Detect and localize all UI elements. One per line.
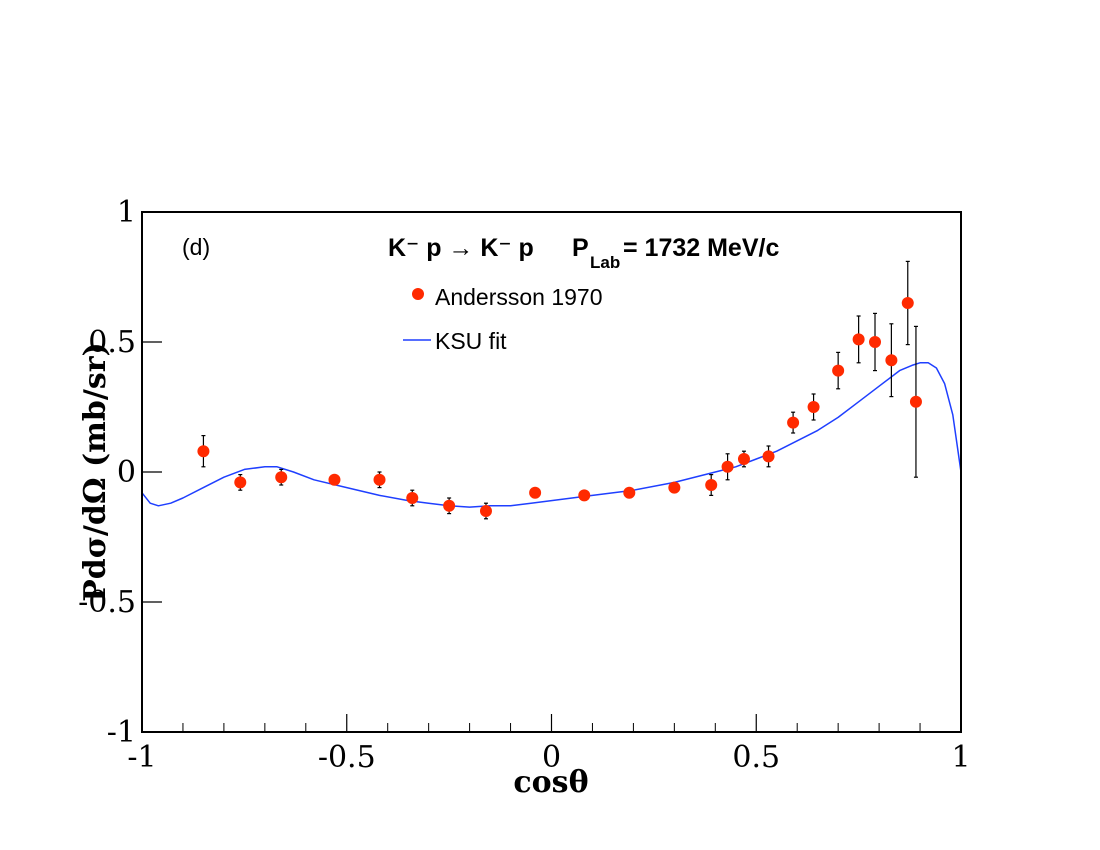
x-axis-title: cosθ <box>513 765 588 800</box>
y-axis-title: Pdσ/dΩ (mb/sr) <box>78 342 113 602</box>
data-point <box>901 297 914 309</box>
x-tick-label: -1 <box>127 740 156 775</box>
data-point <box>885 354 898 367</box>
x-tick-label: 1 <box>951 740 970 775</box>
data-point <box>443 499 456 512</box>
data-point <box>832 364 845 377</box>
data-point <box>668 481 681 494</box>
data-point <box>705 479 718 491</box>
data-point <box>479 505 492 517</box>
data-point <box>852 333 865 346</box>
y-tick-label: 0 <box>117 455 136 490</box>
legend-label-andersson: Andersson 1970 <box>435 284 603 310</box>
data-point <box>529 486 542 499</box>
y-tick-label: 1 <box>117 195 136 230</box>
y-tick-label: 0.5 <box>88 325 136 360</box>
panel-label: (d) <box>182 234 210 260</box>
data-point <box>762 450 775 463</box>
points-layer <box>197 260 922 520</box>
data-point <box>578 489 591 502</box>
data-point <box>623 486 636 499</box>
beam-subscript: Lab <box>590 253 620 272</box>
y-tick-label: -1 <box>107 715 136 750</box>
legend-label-ksu: KSU fit <box>435 328 507 354</box>
data-point <box>373 473 386 486</box>
fit-layer <box>141 362 962 508</box>
reaction-text: K⁻ p → K⁻ p <box>388 234 534 262</box>
data-point <box>721 460 734 473</box>
data-point <box>807 401 820 413</box>
data-point <box>328 473 341 486</box>
data-point <box>869 336 882 348</box>
data-point <box>406 492 419 504</box>
beam-symbol: P <box>572 234 589 262</box>
data-point <box>197 445 210 458</box>
data-point <box>909 395 922 408</box>
x-tick-label: 0.5 <box>732 740 780 775</box>
data-point <box>234 476 247 489</box>
ksu-fit-line <box>141 362 962 508</box>
data-point <box>787 416 800 429</box>
beam-momentum: = 1732 MeV/c <box>623 234 779 262</box>
legend-marker-andersson <box>412 288 424 300</box>
data-point <box>275 471 288 484</box>
data-point <box>737 453 750 465</box>
y-tick-label: -0.5 <box>78 585 136 620</box>
x-tick-label: 0 <box>542 740 561 775</box>
plot-frame <box>141 211 962 733</box>
ticks-layer: -1 -0.5 0 0.5 1 -1 -0.5 0 0.5 1 <box>78 195 970 775</box>
x-tick-label: -0.5 <box>318 740 376 775</box>
